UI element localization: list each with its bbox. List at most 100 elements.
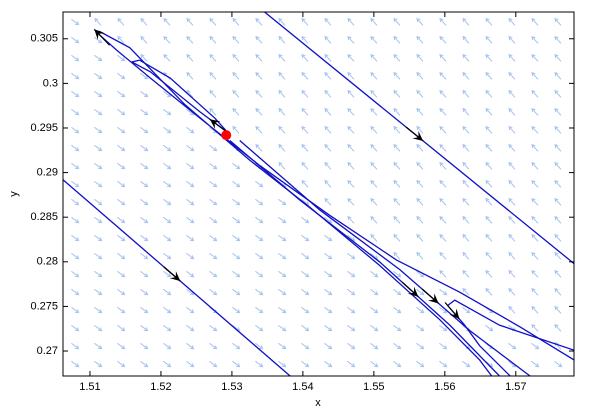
field-arrow — [485, 324, 494, 332]
field-arrow — [485, 125, 493, 134]
field-arrow — [186, 126, 195, 134]
field-arrow — [232, 252, 241, 260]
field-arrow — [347, 342, 356, 350]
field-arrow — [255, 288, 264, 296]
field-arrow — [301, 342, 310, 350]
field-arrow — [508, 197, 516, 206]
field-arrow — [71, 90, 80, 98]
field-arrow — [209, 35, 217, 44]
field-arrow — [324, 324, 333, 332]
field-arrow — [554, 143, 562, 152]
field-arrow — [186, 162, 195, 170]
field-arrow — [324, 143, 332, 152]
field-arrow — [324, 360, 333, 368]
field-arrow — [439, 161, 447, 170]
field-arrow — [140, 35, 148, 44]
field-arrow — [554, 179, 562, 188]
direction-arrow-line — [444, 302, 460, 320]
field-arrow — [278, 89, 286, 98]
field-arrow — [416, 342, 425, 350]
field-arrow — [531, 251, 539, 260]
field-arrow — [278, 107, 286, 116]
field-arrow — [232, 107, 240, 116]
field-arrow — [209, 324, 218, 332]
field-arrow — [117, 306, 126, 314]
field-arrow — [439, 125, 447, 134]
field-arrow — [370, 306, 379, 314]
field-arrow — [278, 17, 286, 26]
field-arrow — [462, 107, 470, 116]
trajectory — [239, 139, 531, 376]
direction-arrow-line — [421, 288, 440, 304]
field-arrow — [186, 35, 194, 44]
y-tick-label: 0.295 — [30, 122, 58, 134]
field-arrow — [301, 252, 310, 260]
field-arrow — [416, 197, 424, 206]
field-arrow — [324, 234, 333, 242]
field-arrow — [347, 360, 356, 368]
field-arrow — [117, 198, 126, 206]
field-arrow — [255, 306, 264, 314]
field-arrow — [71, 216, 80, 224]
field-arrow — [71, 72, 80, 80]
y-tick-label: 0.27 — [37, 345, 58, 357]
field-arrow — [71, 360, 80, 368]
field-arrow — [393, 179, 401, 188]
field-arrow — [531, 179, 539, 188]
field-arrow — [462, 306, 471, 314]
field-arrow — [94, 198, 103, 206]
field-arrow — [163, 270, 172, 278]
field-arrow — [255, 107, 263, 116]
field-arrow — [416, 270, 425, 278]
field-arrow — [370, 179, 378, 188]
field-arrow — [508, 35, 516, 44]
field-arrow — [163, 108, 172, 116]
field-arrow — [232, 125, 240, 134]
field-arrow — [393, 306, 402, 314]
field-arrow — [416, 53, 424, 62]
field-arrow — [324, 17, 332, 26]
field-arrow — [370, 288, 379, 296]
field-arrow — [209, 360, 218, 368]
y-tick-label: 0.3 — [43, 77, 58, 89]
field-arrow — [370, 197, 378, 206]
field-arrow — [462, 215, 470, 224]
field-arrow — [485, 287, 493, 296]
field-arrow — [439, 197, 447, 206]
field-arrow — [324, 53, 332, 62]
x-tick-label: 1.52 — [150, 381, 171, 393]
field-arrow — [140, 126, 149, 134]
field-arrow — [117, 270, 126, 278]
trajectory — [229, 139, 500, 376]
field-arrow — [347, 179, 355, 188]
field-arrow — [278, 342, 287, 350]
field-arrow — [117, 108, 126, 116]
field-arrow — [347, 71, 355, 80]
field-arrow — [71, 324, 80, 332]
field-arrow — [117, 17, 125, 26]
field-arrow — [416, 251, 424, 260]
field-arrow — [393, 215, 401, 224]
field-arrow — [255, 324, 264, 332]
field-arrow — [94, 36, 103, 44]
field-arrow — [278, 143, 286, 152]
field-arrow — [163, 216, 172, 224]
field-arrow — [508, 287, 516, 296]
field-arrow — [416, 35, 424, 44]
field-arrow — [278, 161, 286, 170]
field-arrow — [255, 234, 264, 242]
field-arrow — [370, 125, 378, 134]
field-arrow — [278, 234, 287, 242]
field-arrow — [117, 72, 126, 80]
x-tick-label: 1.57 — [505, 381, 526, 393]
field-arrow — [140, 324, 149, 332]
field-arrow — [186, 324, 195, 332]
field-arrow — [439, 17, 447, 26]
field-arrow — [71, 162, 80, 170]
field-arrow — [209, 288, 218, 296]
field-arrow — [186, 234, 195, 242]
field-arrow — [71, 108, 80, 116]
field-arrow — [301, 360, 310, 368]
field-arrow — [301, 89, 309, 98]
field-arrow — [163, 234, 172, 242]
